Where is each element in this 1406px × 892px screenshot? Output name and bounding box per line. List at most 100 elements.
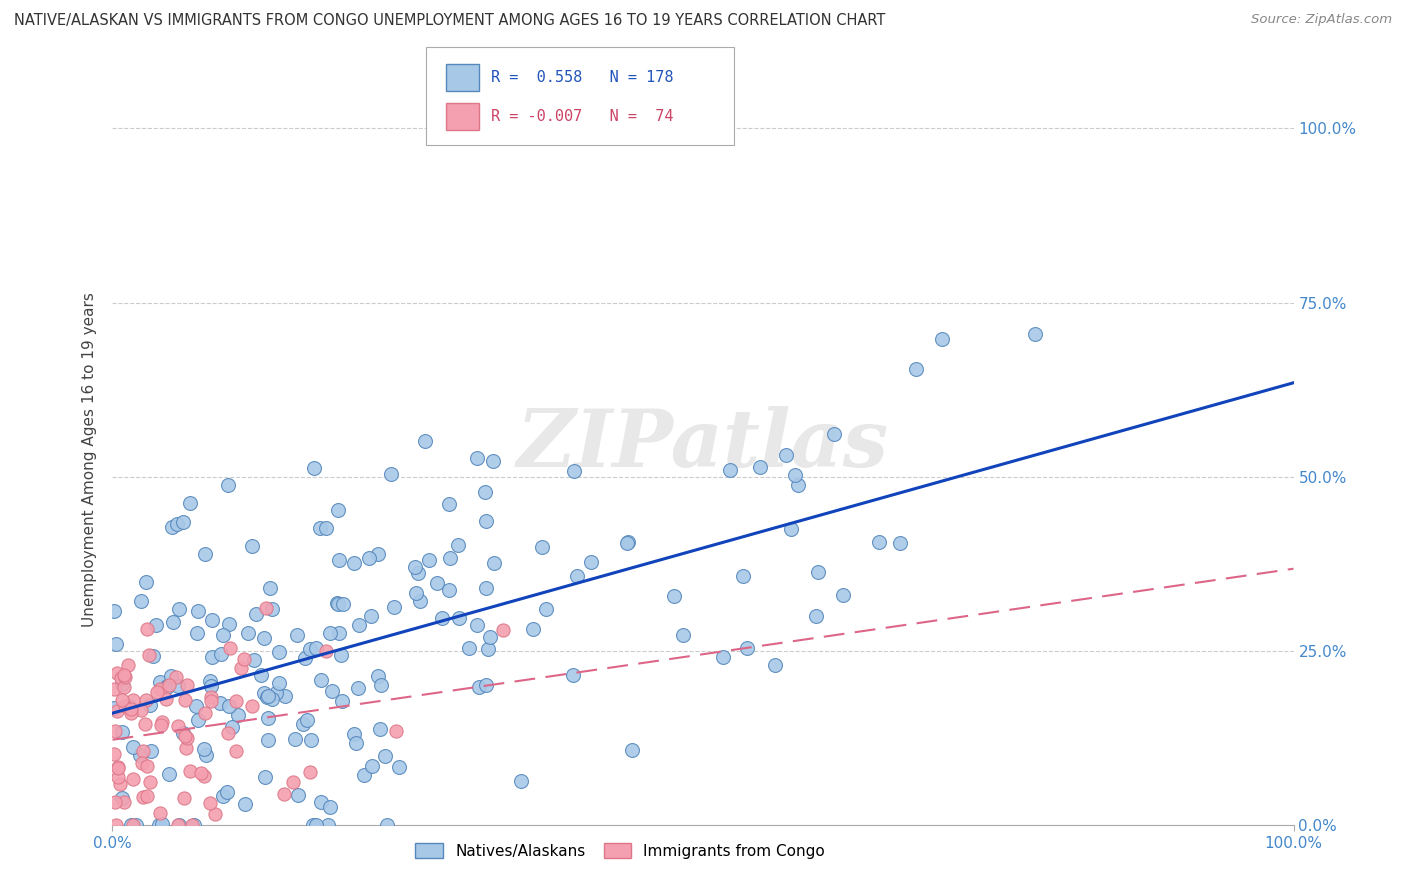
- Point: [479, 630, 502, 644]
- Point: [931, 332, 953, 346]
- Point: [157, 678, 180, 692]
- Point: [225, 694, 247, 708]
- Point: [111, 791, 134, 805]
- Point: [662, 589, 685, 603]
- Text: NATIVE/ALASKAN VS IMMIGRANTS FROM CONGO UNEMPLOYMENT AMONG AGES 16 TO 19 YEARS C: NATIVE/ALASKAN VS IMMIGRANTS FROM CONGO …: [14, 13, 886, 29]
- Point: [475, 678, 498, 692]
- Point: [129, 594, 152, 608]
- Point: [172, 725, 194, 739]
- Point: [256, 711, 278, 725]
- Point: [481, 454, 503, 468]
- Point: [157, 767, 180, 781]
- Point: [103, 604, 125, 618]
- Point: [110, 777, 132, 791]
- Point: [616, 535, 638, 549]
- Point: [107, 770, 129, 784]
- Point: [112, 681, 135, 695]
- Point: [225, 743, 247, 757]
- Point: [405, 586, 427, 600]
- Point: [219, 640, 242, 655]
- Point: [167, 818, 190, 832]
- Point: [110, 671, 132, 685]
- Point: [217, 725, 239, 739]
- Point: [302, 818, 325, 832]
- Point: [114, 699, 136, 714]
- Point: [169, 602, 191, 616]
- Point: [135, 759, 157, 773]
- Point: [150, 715, 173, 730]
- Point: [477, 642, 499, 657]
- Point: [195, 747, 218, 762]
- Point: [107, 760, 129, 774]
- Point: [218, 698, 240, 713]
- Point: [200, 690, 222, 704]
- Point: [904, 362, 927, 376]
- Point: [283, 775, 305, 789]
- Point: [148, 818, 170, 832]
- Point: [439, 550, 461, 565]
- Point: [167, 719, 190, 733]
- Point: [274, 689, 297, 703]
- Point: [530, 541, 553, 555]
- Point: [139, 743, 162, 757]
- Point: [562, 668, 585, 682]
- Point: [832, 588, 855, 602]
- Point: [253, 686, 276, 700]
- Point: [311, 795, 333, 809]
- Point: [233, 797, 256, 811]
- Point: [186, 626, 208, 640]
- Point: [242, 653, 264, 667]
- Point: [107, 761, 129, 775]
- Point: [318, 800, 340, 814]
- Point: [718, 463, 741, 477]
- Point: [418, 553, 440, 567]
- Point: [117, 657, 139, 672]
- Point: [492, 624, 515, 638]
- Point: [388, 759, 411, 773]
- Point: [672, 627, 695, 641]
- Point: [145, 618, 167, 632]
- Point: [361, 758, 384, 772]
- Point: [787, 477, 810, 491]
- Point: [269, 645, 291, 659]
- Point: [467, 450, 489, 465]
- Point: [458, 641, 481, 656]
- Point: [765, 658, 787, 673]
- Point: [382, 600, 405, 615]
- Point: [295, 713, 318, 727]
- Point: [122, 693, 145, 707]
- Point: [302, 460, 325, 475]
- Point: [167, 818, 190, 832]
- Point: [149, 806, 172, 821]
- Point: [135, 622, 157, 636]
- Point: [260, 692, 283, 706]
- Point: [437, 582, 460, 597]
- Text: R = -0.007   N =  74: R = -0.007 N = 74: [491, 109, 673, 124]
- Point: [125, 818, 148, 832]
- Point: [156, 680, 179, 694]
- Point: [332, 597, 354, 611]
- Point: [231, 661, 253, 675]
- Point: [193, 769, 215, 783]
- Point: [128, 747, 150, 762]
- Point: [149, 717, 172, 731]
- Point: [112, 795, 135, 809]
- Point: [200, 796, 222, 810]
- Point: [117, 699, 139, 714]
- Point: [413, 434, 436, 449]
- Point: [262, 601, 284, 615]
- Point: [250, 667, 273, 681]
- Point: [316, 818, 339, 832]
- Point: [534, 602, 557, 616]
- Point: [254, 770, 277, 784]
- Point: [257, 732, 280, 747]
- Point: [209, 647, 232, 661]
- Point: [233, 652, 256, 666]
- Point: [735, 640, 758, 655]
- Point: [181, 818, 204, 832]
- Point: [404, 560, 426, 574]
- Point: [221, 720, 243, 734]
- Point: [447, 611, 470, 625]
- Point: [779, 522, 801, 536]
- Point: [474, 485, 496, 500]
